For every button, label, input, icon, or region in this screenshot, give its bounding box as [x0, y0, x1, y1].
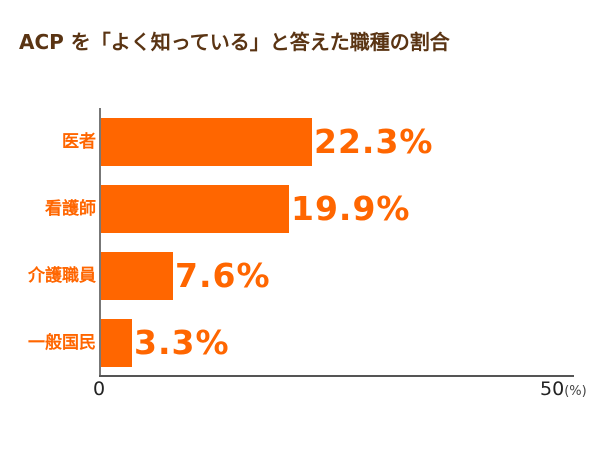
value-label: 7.6%: [175, 256, 271, 295]
y-axis-line: [99, 108, 101, 377]
x-axis-unit: (%): [564, 384, 587, 399]
bar: [101, 118, 312, 166]
value-label: 3.3%: [134, 323, 230, 362]
x-tick-min: 0: [93, 378, 106, 400]
bar: [101, 252, 173, 300]
x-axis-line: [99, 375, 574, 377]
bar: [101, 185, 289, 233]
value-label: 19.9%: [291, 189, 411, 228]
category-label: 介護職員: [28, 266, 96, 286]
x-tick-max-value: 50: [540, 378, 565, 400]
category-label: 看護師: [45, 199, 96, 219]
x-tick-max: 50(%): [540, 378, 587, 400]
chart-title: ACP を「よく知っている」と答えた職種の割合: [19, 30, 450, 54]
bar: [101, 319, 132, 367]
value-label: 22.3%: [314, 122, 434, 161]
category-label: 一般国民: [28, 333, 96, 353]
category-label: 医者: [62, 132, 96, 152]
